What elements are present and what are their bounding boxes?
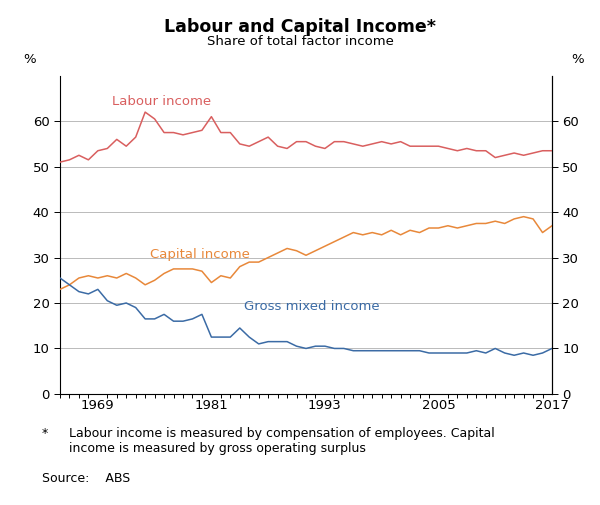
Text: Labour income: Labour income <box>112 95 211 108</box>
Text: *: * <box>42 427 48 440</box>
Text: Gross mixed income: Gross mixed income <box>245 300 380 313</box>
Text: Capital income: Capital income <box>150 247 250 261</box>
Text: Share of total factor income: Share of total factor income <box>206 35 394 48</box>
Text: Source:    ABS: Source: ABS <box>42 472 130 485</box>
Text: %: % <box>23 53 36 66</box>
Text: Labour and Capital Income*: Labour and Capital Income* <box>164 18 436 36</box>
Text: %: % <box>571 53 584 66</box>
Text: Labour income is measured by compensation of employees. Capital
income is measur: Labour income is measured by compensatio… <box>69 427 495 454</box>
